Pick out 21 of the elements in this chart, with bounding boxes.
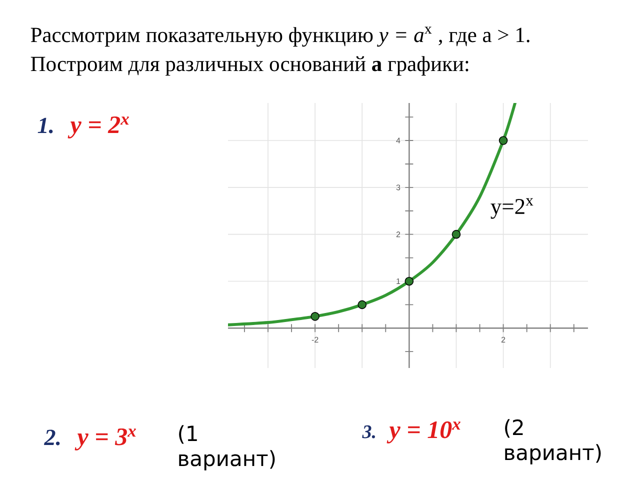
point <box>310 312 320 321</box>
y-tick-label: 4 <box>396 138 400 144</box>
chart-subtitle: Построим для различных оснований a графики: <box>30 56 468 76</box>
point <box>498 136 508 145</box>
text: 1. <box>38 118 53 134</box>
point <box>404 276 414 286</box>
text: 3. <box>362 425 375 438</box>
point <box>452 230 461 239</box>
point <box>358 300 367 310</box>
series-label: y=2$^{x}$ <box>490 198 534 219</box>
y-tick-label: 3 <box>396 184 400 190</box>
text: y = 2$^{x}$ <box>68 116 129 138</box>
text: (2 вариант) <box>505 419 601 464</box>
y-tick-label: 1 <box>396 278 400 284</box>
y-tick-label: 2 <box>396 232 400 238</box>
text: 2. <box>44 430 60 446</box>
chart-title: Рассмотрим показательную функцию y = a$^{x}$ , где a > 1. <box>30 26 530 47</box>
text: y = 3$^{x}$ <box>74 428 136 450</box>
text: (1 вариант) <box>179 425 275 470</box>
x-tick-label: -2 <box>312 336 318 342</box>
text: y = 10$^{x}$ <box>386 421 460 444</box>
